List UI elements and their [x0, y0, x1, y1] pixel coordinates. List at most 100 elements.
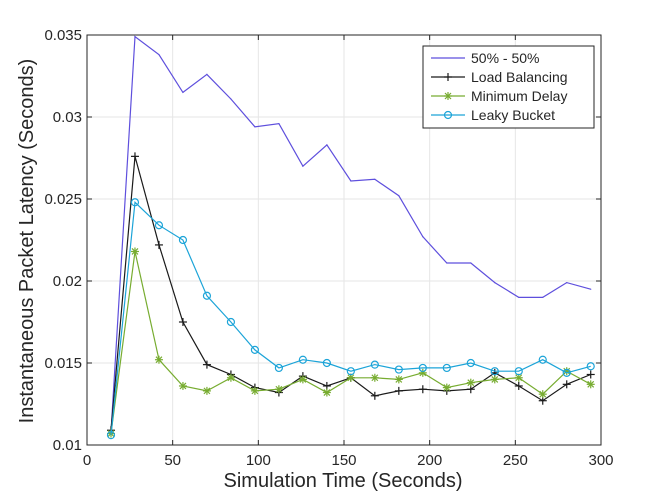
y-tick-label: 0.015 — [44, 355, 82, 372]
data-point — [182, 91, 184, 93]
marker-stroke — [251, 387, 259, 395]
marker-stroke — [203, 387, 211, 395]
marker-stroke — [563, 367, 571, 375]
marker-stroke — [179, 382, 187, 390]
marker-stroke — [226, 317, 236, 327]
data-point — [418, 385, 427, 394]
data-point — [302, 165, 304, 167]
series-line — [110, 201, 591, 436]
marker-stroke — [587, 380, 595, 388]
x-tick-label: 100 — [246, 452, 271, 469]
data-point — [154, 221, 164, 230]
y-tick-label: 0.01 — [53, 437, 82, 454]
marker-stroke — [370, 360, 379, 369]
data-point — [274, 385, 283, 394]
data-point — [202, 291, 212, 300]
data-point — [374, 178, 376, 180]
marker-stroke — [227, 374, 235, 382]
axes: 0 50 100 150 200 250 300 0.01 0.015 0.02 0.025 0.03… — [44, 27, 613, 469]
data-point — [586, 370, 595, 379]
marker-stroke — [538, 355, 547, 364]
data-point — [394, 375, 403, 384]
marker-stroke — [298, 355, 307, 364]
data-point — [274, 363, 283, 373]
marker-stroke — [178, 235, 188, 245]
data-point — [370, 391, 379, 400]
y-tick-label: 0.025 — [44, 191, 82, 208]
legend-label: 50% - 50% — [471, 50, 539, 66]
data-point — [518, 296, 520, 298]
y-axis-title: Instantaneous Packet Latency (Seconds) — [16, 59, 38, 424]
data-point — [322, 388, 331, 397]
marker-stroke — [490, 367, 499, 376]
data-point — [586, 362, 595, 371]
data-point — [470, 262, 472, 264]
y-tick-label: 0.02 — [53, 273, 82, 290]
series-50-50 — [110, 35, 592, 433]
marker-stroke — [250, 345, 260, 354]
marker-stroke — [371, 374, 379, 382]
series-leaky-bucket — [106, 198, 595, 440]
legend-label: Leaky Bucket — [471, 107, 555, 123]
data-point — [178, 235, 188, 245]
marker-stroke — [322, 358, 331, 368]
data-point — [230, 98, 232, 100]
marker-stroke — [586, 362, 595, 371]
data-point — [418, 363, 427, 373]
marker-stroke — [467, 379, 475, 387]
legend-label: Load Balancing — [471, 69, 568, 85]
marker-stroke — [562, 368, 571, 377]
series-layer — [106, 35, 595, 440]
series-line — [110, 251, 591, 434]
marker-stroke — [274, 363, 283, 373]
data-point — [154, 355, 163, 364]
x-tick-label: 300 — [588, 452, 613, 469]
marker-stroke — [491, 375, 499, 383]
data-point — [250, 345, 260, 354]
data-point — [202, 386, 211, 395]
data-point — [346, 367, 355, 376]
data-point — [538, 390, 547, 399]
marker-stroke — [299, 375, 307, 383]
legend-entry: 50% - 50% — [431, 50, 539, 66]
data-point — [178, 318, 187, 326]
marker-stroke — [155, 356, 163, 364]
data-point — [490, 367, 499, 376]
data-point — [134, 36, 136, 38]
marker-stroke — [443, 110, 453, 120]
series-load-balancing — [106, 152, 595, 435]
legend-marker — [444, 73, 452, 81]
data-point — [322, 358, 331, 368]
data-point — [442, 363, 451, 373]
marker-stroke — [275, 385, 283, 393]
data-point — [394, 386, 403, 395]
data-point — [542, 296, 544, 298]
data-point — [514, 367, 523, 376]
series-minimum-delay — [106, 247, 595, 438]
marker-stroke — [154, 221, 164, 230]
data-point — [250, 386, 259, 395]
data-point — [350, 180, 352, 182]
marker-stroke — [418, 363, 427, 373]
data-point — [154, 240, 163, 249]
data-point — [466, 358, 475, 368]
x-tick-label: 0 — [83, 452, 91, 469]
legend-entry: Load Balancing — [431, 69, 568, 85]
y-tick-label: 0.035 — [44, 27, 82, 44]
data-point — [178, 381, 187, 390]
x-tick-label: 50 — [164, 452, 181, 469]
legend-label: Minimum Delay — [471, 88, 567, 104]
data-point — [370, 373, 379, 382]
data-point — [514, 381, 523, 390]
marker-stroke — [539, 390, 547, 398]
marker-stroke — [395, 375, 403, 383]
marker-stroke — [444, 92, 452, 100]
data-point — [490, 375, 499, 384]
marker-stroke — [346, 367, 355, 376]
legend-marker — [443, 110, 453, 120]
data-point — [394, 365, 403, 374]
data-point — [202, 360, 211, 369]
data-point — [278, 122, 280, 125]
